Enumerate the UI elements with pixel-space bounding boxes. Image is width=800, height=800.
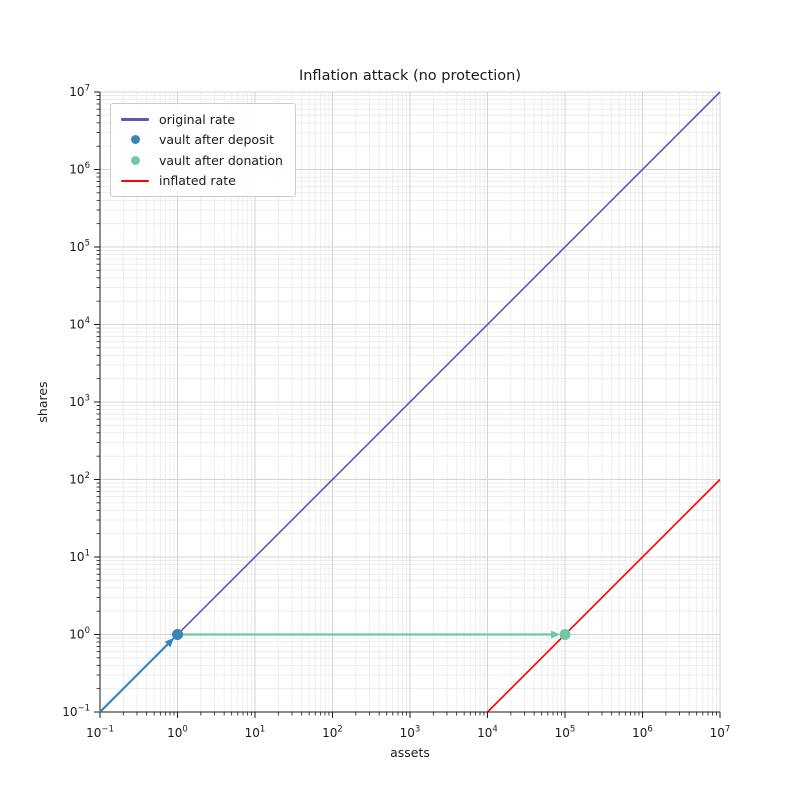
svg-text:102: 102 <box>322 725 343 741</box>
svg-text:103: 103 <box>69 394 90 410</box>
legend-dot-sample-icon <box>120 135 150 145</box>
svg-text:105: 105 <box>69 239 90 255</box>
chart-title: Inflation attack (no protection) <box>299 68 521 84</box>
legend-item-original-rate: original rate <box>120 109 283 130</box>
svg-text:101: 101 <box>69 549 90 565</box>
line-swatch <box>121 118 149 121</box>
scatter-points <box>172 629 571 640</box>
legend-label-inflated-rate: inflated rate <box>159 173 236 189</box>
svg-text:10−1: 10−1 <box>86 725 114 741</box>
svg-text:104: 104 <box>69 316 90 332</box>
svg-text:102: 102 <box>69 471 90 487</box>
svg-text:100: 100 <box>69 626 90 642</box>
x-axis-label: assets <box>390 745 430 760</box>
legend-dot-sample-icon <box>120 155 150 165</box>
legend-line-sample-icon <box>120 179 150 182</box>
legend-item-inflated-rate: inflated rate <box>120 171 283 192</box>
legend-line-sample-icon <box>120 118 150 121</box>
svg-text:107: 107 <box>69 84 90 100</box>
legend-item-vault-after-donation: vault after donation <box>120 150 283 171</box>
svg-text:104: 104 <box>477 725 498 741</box>
legend-label-original-rate: original rate <box>159 111 236 127</box>
legend-label-vault-after-deposit: vault after deposit <box>159 132 274 148</box>
svg-text:105: 105 <box>555 725 576 741</box>
svg-text:101: 101 <box>245 725 266 741</box>
legend-item-vault-after-deposit: vault after deposit <box>120 130 283 151</box>
svg-text:103: 103 <box>400 725 421 741</box>
svg-text:106: 106 <box>632 725 653 741</box>
axis-ticks <box>94 91 721 718</box>
svg-text:10−1: 10−1 <box>62 704 90 720</box>
legend: original rate vault after deposit vault af… <box>110 103 296 197</box>
y-axis-label: shares <box>35 381 50 422</box>
dot-swatch <box>130 155 140 165</box>
annotation-arrows <box>99 630 560 713</box>
legend-label-vault-after-donation: vault after donation <box>159 152 283 168</box>
dot-swatch <box>130 135 140 145</box>
line-swatch <box>121 179 149 182</box>
svg-text:107: 107 <box>710 725 731 741</box>
data-series <box>99 91 721 713</box>
svg-text:106: 106 <box>69 161 90 177</box>
svg-text:100: 100 <box>167 725 188 741</box>
